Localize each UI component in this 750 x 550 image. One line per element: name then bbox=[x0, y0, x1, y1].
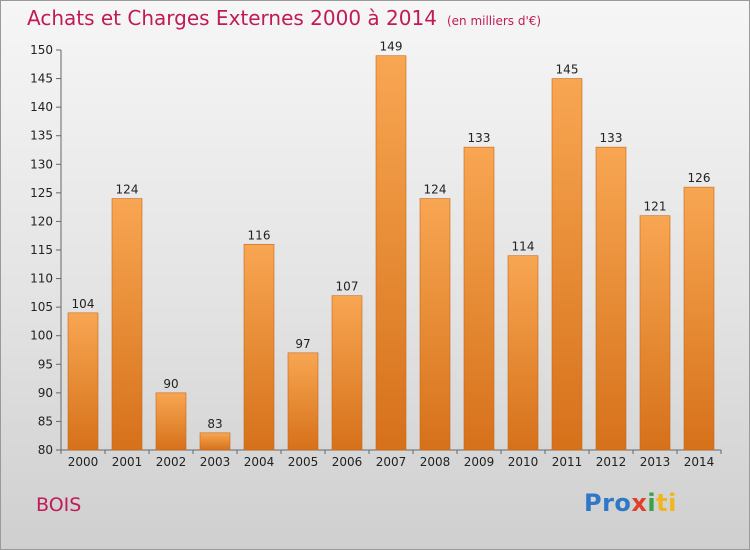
bar bbox=[507, 255, 539, 451]
x-tick-label: 2007 bbox=[376, 455, 407, 469]
bar bbox=[375, 55, 407, 451]
bar-value-label: 121 bbox=[644, 200, 667, 214]
y-tick-label: 150 bbox=[30, 43, 53, 57]
y-tick-label: 85 bbox=[38, 414, 53, 428]
bar bbox=[683, 186, 715, 451]
bar-layer bbox=[67, 55, 715, 451]
x-tick-label: 2004 bbox=[244, 455, 275, 469]
bar bbox=[463, 146, 495, 451]
x-tick-label: 2008 bbox=[420, 455, 451, 469]
y-tick-label: 100 bbox=[30, 329, 53, 343]
bar bbox=[243, 243, 275, 451]
proxiti-logo: Proxiti bbox=[584, 489, 677, 517]
label-layer: 2000 104 2001 124 2002 90 2003 83 2004 116 2005 97 2… bbox=[68, 40, 715, 469]
bar-value-label: 124 bbox=[424, 183, 447, 197]
y-tick-label: 105 bbox=[30, 300, 53, 314]
bar bbox=[595, 146, 627, 451]
y-tick-label: 115 bbox=[30, 243, 53, 257]
bar-value-label: 83 bbox=[207, 417, 222, 431]
bar bbox=[551, 78, 583, 451]
logo-part-1: Pro bbox=[584, 489, 632, 517]
bar bbox=[331, 295, 363, 451]
x-tick-label: 2009 bbox=[464, 455, 495, 469]
chart-title: Achats et Charges Externes 2000 à 2014 (e… bbox=[27, 6, 541, 30]
bar-value-label: 90 bbox=[163, 377, 178, 391]
y-tick-label: 80 bbox=[38, 443, 53, 457]
bar-value-label: 133 bbox=[600, 131, 623, 145]
y-tick-label: 125 bbox=[30, 186, 53, 200]
x-tick-label: 2002 bbox=[156, 455, 187, 469]
y-tick-label: 95 bbox=[38, 357, 53, 371]
x-tick-label: 2000 bbox=[68, 455, 99, 469]
bar bbox=[199, 432, 231, 451]
bar-value-label: 124 bbox=[116, 183, 139, 197]
title-text: Achats et Charges Externes 2000 à 2014 bbox=[27, 6, 437, 30]
y-tick-label: 140 bbox=[30, 100, 53, 114]
logo-part-2: x bbox=[631, 489, 648, 517]
bar bbox=[287, 352, 319, 451]
bar-value-label: 126 bbox=[688, 171, 711, 185]
x-tick-label: 2012 bbox=[596, 455, 627, 469]
bar-value-label: 149 bbox=[380, 40, 403, 54]
x-tick-label: 2011 bbox=[552, 455, 583, 469]
x-tick-label: 2005 bbox=[288, 455, 319, 469]
bar-value-label: 97 bbox=[295, 337, 310, 351]
y-tick-label: 130 bbox=[30, 157, 53, 171]
y-tick-label: 135 bbox=[30, 129, 53, 143]
logo-part-3: i bbox=[647, 489, 657, 517]
y-tick-label: 90 bbox=[38, 386, 53, 400]
bar-value-label: 107 bbox=[336, 280, 359, 294]
title-unit: (en milliers d'€) bbox=[446, 14, 542, 28]
bar bbox=[111, 198, 143, 451]
commune-name: BOIS bbox=[36, 494, 82, 516]
bar-value-label: 145 bbox=[556, 63, 579, 77]
x-tick-label: 2014 bbox=[684, 455, 715, 469]
x-tick-label: 2003 bbox=[200, 455, 231, 469]
y-tick-label: 110 bbox=[30, 272, 53, 286]
bar bbox=[419, 198, 451, 451]
bar bbox=[67, 312, 99, 451]
logo-part-4: ti bbox=[656, 489, 677, 517]
bar bbox=[155, 392, 187, 451]
bar bbox=[639, 215, 671, 451]
y-tick-label: 120 bbox=[30, 214, 53, 228]
x-tick-label: 2010 bbox=[508, 455, 539, 469]
bar-value-label: 133 bbox=[468, 131, 491, 145]
x-tick-label: 2001 bbox=[112, 455, 143, 469]
x-tick-label: 2006 bbox=[332, 455, 363, 469]
bar-value-label: 114 bbox=[512, 240, 535, 254]
y-tick-label: 145 bbox=[30, 72, 53, 86]
x-tick-label: 2013 bbox=[640, 455, 671, 469]
bar-value-label: 104 bbox=[72, 297, 95, 311]
bar-value-label: 116 bbox=[248, 228, 271, 242]
